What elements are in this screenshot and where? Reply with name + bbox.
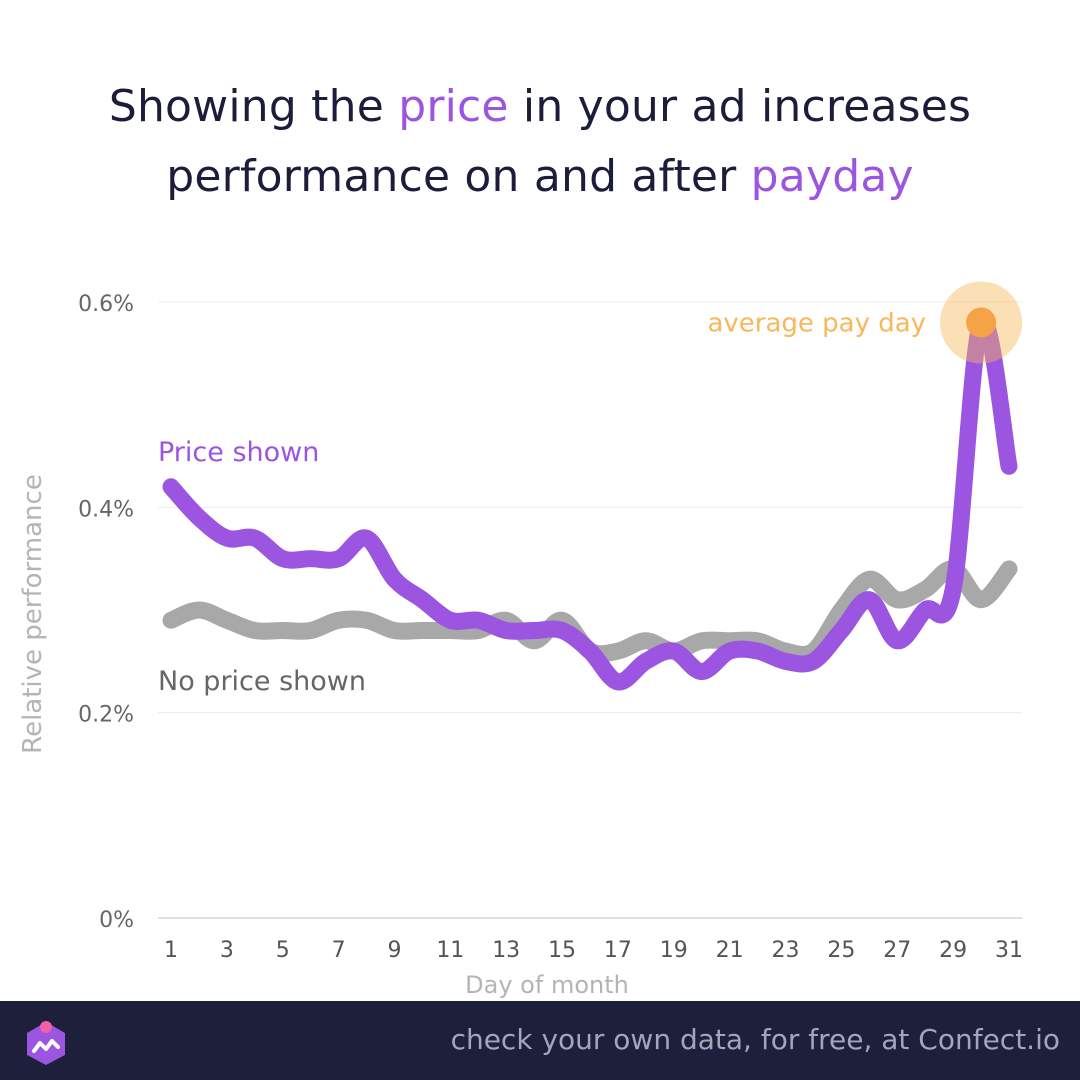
x-tick-label: 19 [660, 938, 688, 963]
y-tick-label: 0.4% [78, 497, 134, 522]
confect-logo-icon [27, 1021, 65, 1065]
line-chart: 0%0.2%0.4%0.6%1 3 5 7 9 11 13 15 17 19 21 23 25 27 29 3… [18, 281, 1023, 999]
price-shown-line [162, 311, 1018, 691]
title-text-1: Showing the [108, 81, 399, 132]
x-tick-label: 29 [939, 938, 967, 963]
x-tick-label: 1 [164, 938, 178, 963]
x-tick-label: 21 [716, 938, 744, 963]
title-text-3: performance on and after [166, 151, 751, 202]
chart-title: Showing the price in your ad increases p… [0, 72, 1080, 212]
title-accent-payday: payday [750, 151, 914, 202]
y-axis-label: Relative performance [18, 474, 48, 754]
y-tick-label: 0.2% [78, 703, 134, 728]
x-tick-label: 27 [883, 938, 911, 963]
x-tick-label: 5 [276, 938, 290, 963]
payday-annotation-label: average pay day [707, 309, 926, 339]
x-tick-label: 3 [220, 938, 234, 963]
x-tick-label: 11 [436, 938, 464, 963]
x-tick-label: 31 [995, 938, 1023, 963]
title-text-2: in your ad increases [508, 81, 972, 132]
x-tick-label: 25 [827, 938, 855, 963]
series-label-no-price-shown: No price shown [158, 666, 366, 697]
title-line-1: Showing the price in your ad increases [0, 72, 1080, 142]
y-tick-label: 0% [99, 908, 134, 933]
x-axis-label: Day of month [465, 971, 629, 999]
x-tick-label: 15 [548, 938, 576, 963]
payday-highlight-dot [966, 307, 997, 338]
x-tick-label: 7 [332, 938, 346, 963]
x-tick-label: 17 [604, 938, 632, 963]
footer-cta-text[interactable]: check your own data, for free, at Confec… [450, 1023, 1060, 1056]
y-tick-label: 0.6% [78, 292, 134, 317]
series-label-price-shown: Price shown [158, 437, 319, 468]
title-accent-price: price [398, 81, 509, 132]
title-line-2: performance on and after payday [0, 142, 1080, 212]
x-tick-label: 9 [387, 938, 401, 963]
x-tick-label: 13 [492, 938, 520, 963]
footer-banner: check your own data, for free, at Confec… [0, 1001, 1080, 1080]
x-tick-label: 23 [772, 938, 800, 963]
